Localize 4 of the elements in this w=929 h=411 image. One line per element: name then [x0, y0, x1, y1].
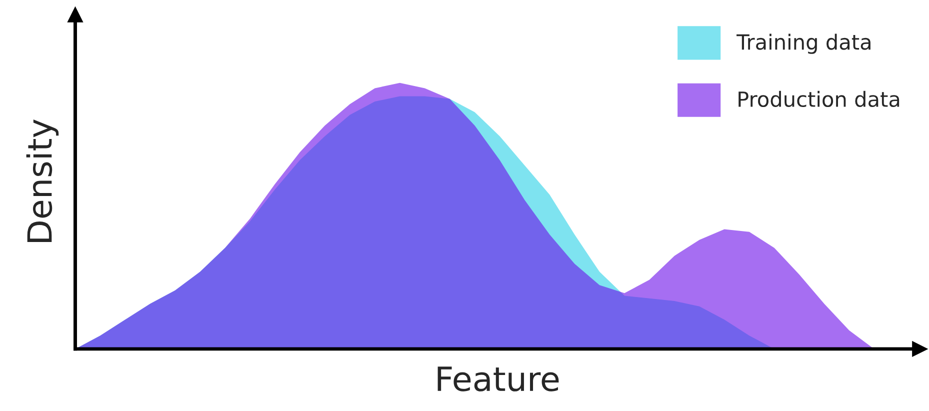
y-axis-title: Density	[26, 119, 59, 242]
legend-label: Production data	[738, 90, 900, 108]
legend-label: Training data	[736, 34, 870, 54]
x-axis-title: Feature	[438, 366, 559, 392]
